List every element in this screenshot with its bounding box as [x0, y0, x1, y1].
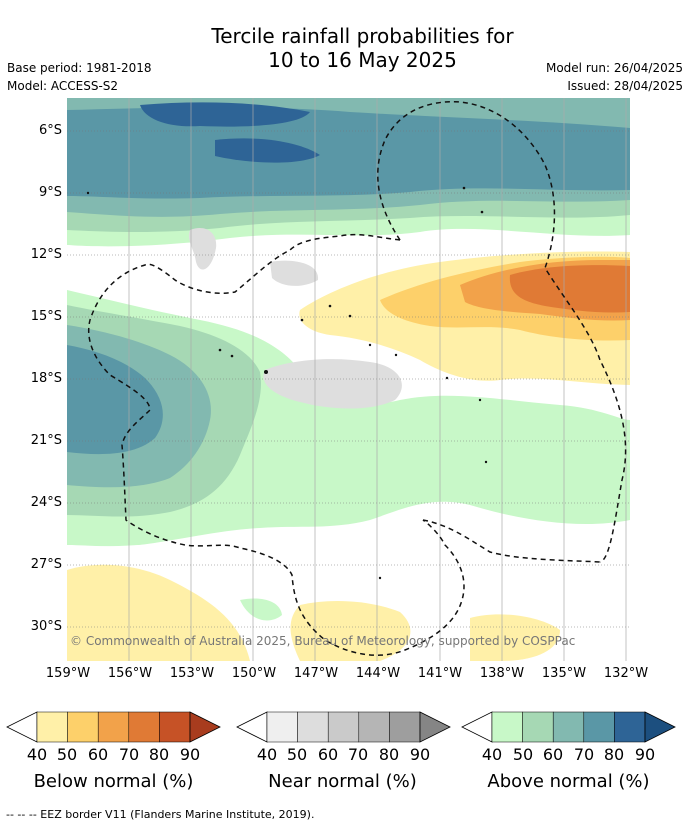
- tick-label: 60: [542, 745, 564, 764]
- below-normal-colorbar: [6, 711, 221, 743]
- tick-label: 70: [347, 745, 369, 764]
- tick-label: 60: [317, 745, 339, 764]
- lon-label: 138°W: [479, 666, 525, 681]
- colorbar-max-extend: [189, 711, 221, 743]
- tick-label: 80: [148, 745, 170, 764]
- lat-label: 9°S: [38, 185, 62, 200]
- colorbar-segment: [128, 711, 160, 743]
- colorbar-segment: [522, 711, 554, 743]
- meridians: [128, 98, 627, 661]
- below-70-region: [509, 265, 630, 313]
- colorbar-segment: [358, 711, 390, 743]
- colorbar-segment: [67, 711, 99, 743]
- copyright-notice: © Commonwealth of Australia 2025, Bureau…: [70, 634, 576, 648]
- lon-label: 153°W: [169, 666, 215, 681]
- legend-colorbars: [6, 711, 676, 743]
- below-40-region-south: [67, 564, 250, 661]
- colorbar-segment: [327, 711, 360, 743]
- below-40-region-south-2: [290, 600, 411, 661]
- colorbar-min-extend: [6, 711, 38, 743]
- lon-label: 150°W: [231, 666, 277, 681]
- lat-label: 30°S: [30, 619, 62, 634]
- model-name: Model: ACCESS-S2: [7, 79, 119, 93]
- tick-label: 90: [409, 745, 431, 764]
- below-40-region-south-3: [470, 614, 560, 661]
- above-70-region-north: [67, 107, 630, 199]
- colorbar-segment: [552, 711, 585, 743]
- colorbar-max-extend: [419, 711, 451, 743]
- lat-label: 27°S: [30, 557, 62, 572]
- lat-label: 24°S: [30, 495, 62, 510]
- model-run: Model run: 26/04/2025: [545, 61, 683, 75]
- eez-french-polynesia-south: [422, 519, 601, 563]
- near-normal-title: Near normal (%): [268, 771, 417, 792]
- tick-label: 50: [512, 745, 534, 764]
- above-80-region-north-2: [215, 138, 320, 163]
- near-40-patch-1: [188, 228, 217, 270]
- tick-label: 60: [87, 745, 109, 764]
- tick-label: 50: [56, 745, 78, 764]
- tick-label: 90: [634, 745, 656, 764]
- near-normal-colorbar: [236, 711, 451, 743]
- tick-label: 80: [378, 745, 400, 764]
- colorbar-segment: [389, 711, 421, 743]
- map-title: Tercile rainfall probabilities for 10 to…: [0, 24, 690, 72]
- eez-cook-islands: [88, 233, 465, 656]
- lon-label: 132°W: [603, 666, 649, 681]
- lat-label: 18°S: [30, 371, 62, 386]
- lon-label: 141°W: [417, 666, 463, 681]
- meta-left: Base period: 1981-2018 Model: ACCESS-S2: [7, 59, 152, 95]
- eez-footnote: -- -- -- EEZ border V11 (Flanders Marine…: [6, 808, 315, 821]
- below-normal-title: Below normal (%): [33, 771, 194, 792]
- above-normal-colorbar: [461, 711, 676, 743]
- tick-label: 40: [26, 745, 48, 764]
- colorbar-segment: [297, 711, 329, 743]
- gridlines: [67, 130, 630, 628]
- tick-label: 40: [481, 745, 503, 764]
- colorbar-segment: [36, 711, 68, 743]
- tick-label: 50: [286, 745, 308, 764]
- colorbar-segment: [97, 711, 130, 743]
- eez-kiribati: [377, 101, 627, 563]
- colorbar-max-extend: [644, 711, 676, 743]
- title-line-2: 10 to 16 May 2025: [268, 48, 457, 72]
- colorbar-segment: [491, 711, 523, 743]
- lat-label: 15°S: [30, 309, 62, 324]
- lon-label: 159°W: [45, 666, 91, 681]
- lat-label: 21°S: [30, 433, 62, 448]
- tick-label: 80: [603, 745, 625, 764]
- probability-map: [67, 98, 630, 661]
- near-50-patch-central: [263, 359, 402, 409]
- tick-label: 90: [179, 745, 201, 764]
- eez-borders: [88, 101, 627, 656]
- issued-date: Issued: 28/04/2025: [567, 79, 683, 93]
- above-70-region-west: [67, 345, 163, 455]
- lon-label: 156°W: [107, 666, 153, 681]
- colorbar-segment: [614, 711, 646, 743]
- tick-label: 70: [573, 745, 595, 764]
- colorbar-min-extend: [236, 711, 268, 743]
- base-period: Base period: 1981-2018: [7, 61, 152, 75]
- above-normal-title: Above normal (%): [487, 771, 650, 792]
- colorbar-segment: [583, 711, 615, 743]
- lon-label: 144°W: [355, 666, 401, 681]
- colorbar-min-extend: [461, 711, 493, 743]
- title-line-1: Tercile rainfall probabilities for: [211, 24, 514, 48]
- lat-label: 6°S: [38, 123, 62, 138]
- colorbar-segment: [159, 711, 191, 743]
- lat-label: 12°S: [30, 247, 62, 262]
- near-40-patch-2: [270, 260, 319, 286]
- tick-label: 40: [256, 745, 278, 764]
- tick-label: 70: [118, 745, 140, 764]
- meta-right: Model run: 26/04/2025 Issued: 28/04/2025: [546, 59, 683, 95]
- above-80-region-north: [140, 102, 310, 127]
- above-40-region-south: [240, 598, 282, 621]
- colorbar-segment: [266, 711, 298, 743]
- lon-label: 135°W: [541, 666, 587, 681]
- island-markers: [86, 186, 488, 580]
- lon-label: 147°W: [293, 666, 339, 681]
